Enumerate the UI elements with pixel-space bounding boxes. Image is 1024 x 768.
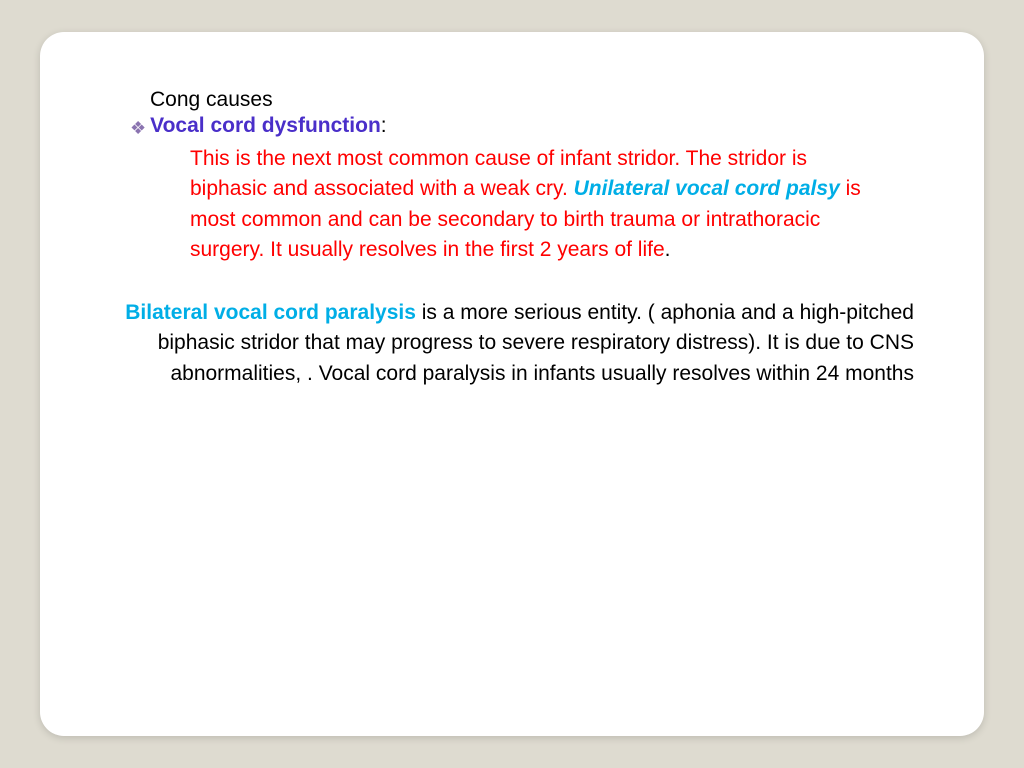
paragraph-2: Bilateral vocal cord paralysis is a more…	[120, 298, 914, 389]
slide-card: Cong causes ❖ Vocal cord dysfunction: Th…	[40, 32, 984, 736]
para1-dot: .	[665, 238, 671, 261]
diamond-bullet-icon: ❖	[130, 114, 146, 142]
para1-highlight: Unilateral vocal cord palsy	[574, 177, 840, 200]
heading-colon: :	[381, 114, 387, 137]
para2-highlight: Bilateral vocal cord paralysis	[125, 301, 416, 324]
title-line: Cong causes	[150, 88, 924, 112]
paragraph-1: This is the next most common cause of in…	[190, 144, 884, 266]
heading-text: Vocal cord dysfunction	[150, 114, 381, 137]
heading-row: ❖ Vocal cord dysfunction:	[130, 114, 924, 142]
